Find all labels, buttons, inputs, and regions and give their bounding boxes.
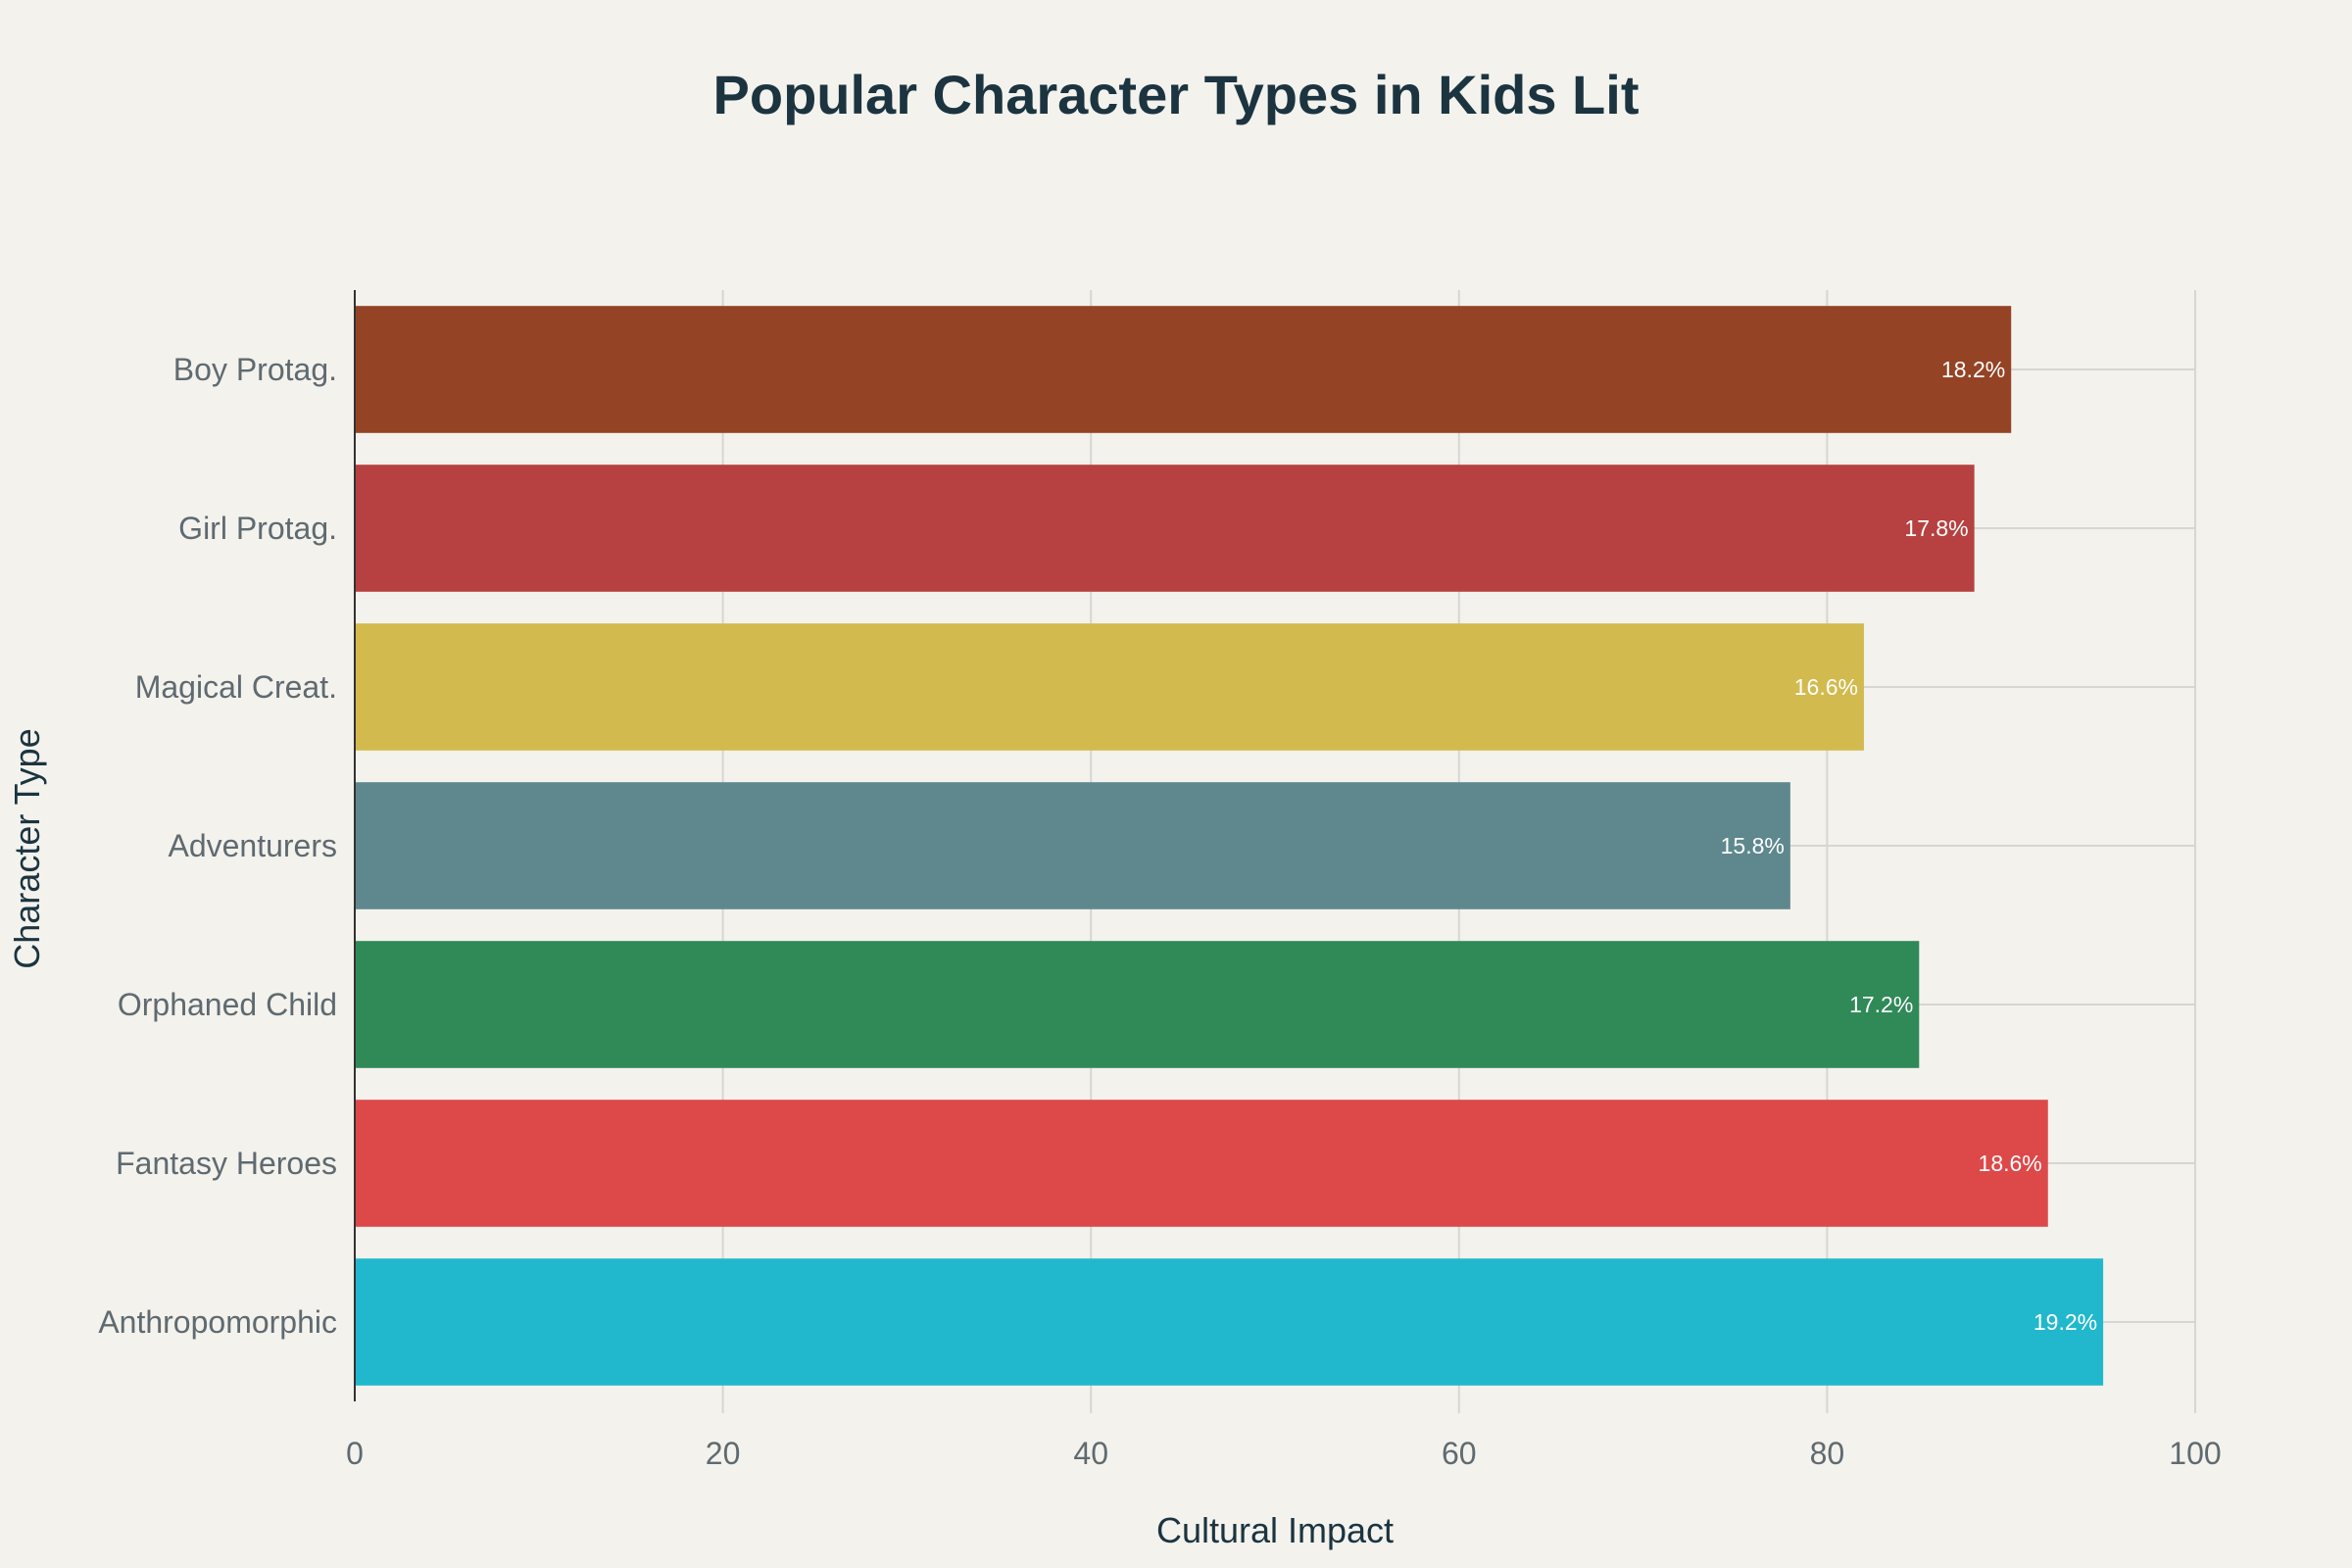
category-label: Magical Creat.	[135, 669, 337, 705]
bars: 18.2% 17.8% 16.6% 15.8% 17.2% 18.6% 19.2%	[355, 306, 2104, 1386]
bar-data-label: 17.2%	[1849, 992, 1913, 1017]
y-axis-title: Character Type	[7, 728, 47, 968]
category-label: Girl Protag.	[178, 511, 337, 546]
bar-data-label: 18.2%	[1941, 357, 2005, 382]
x-tick-label: 20	[706, 1436, 741, 1471]
bar-data-label: 18.6%	[1979, 1151, 2042, 1176]
category-label: Fantasy Heroes	[116, 1146, 337, 1181]
x-tick-label: 100	[2169, 1436, 2221, 1471]
bar-data-label: 16.6%	[1794, 674, 1858, 700]
bar-data-label: 15.8%	[1721, 833, 1785, 858]
bar	[355, 465, 1975, 592]
bar	[355, 306, 2012, 433]
bar	[355, 1100, 2048, 1227]
x-tick-labels: 0 20 40 60 80 100	[346, 1436, 2222, 1471]
bar	[355, 623, 1864, 751]
category-label: Anthropomorphic	[98, 1304, 337, 1340]
bar	[355, 941, 1920, 1068]
category-label: Boy Protag.	[173, 352, 337, 387]
category-labels: Boy Protag. Girl Protag. Magical Creat. Adv…	[98, 352, 337, 1340]
x-tick-label: 40	[1073, 1436, 1108, 1471]
bar	[355, 782, 1790, 909]
bar-data-label: 17.8%	[1904, 515, 1968, 541]
x-tick-label: 0	[346, 1436, 364, 1471]
bar	[355, 1258, 2104, 1386]
x-tick-label: 60	[1442, 1436, 1477, 1471]
bar-data-label: 19.2%	[2034, 1309, 2097, 1335]
chart-title: Popular Character Types in Kids Lit	[713, 64, 1640, 125]
category-label: Adventurers	[168, 828, 337, 863]
x-axis-title: Cultural Impact	[1156, 1510, 1394, 1550]
x-tick-label: 80	[1810, 1436, 1845, 1471]
category-label: Orphaned Child	[118, 987, 337, 1022]
